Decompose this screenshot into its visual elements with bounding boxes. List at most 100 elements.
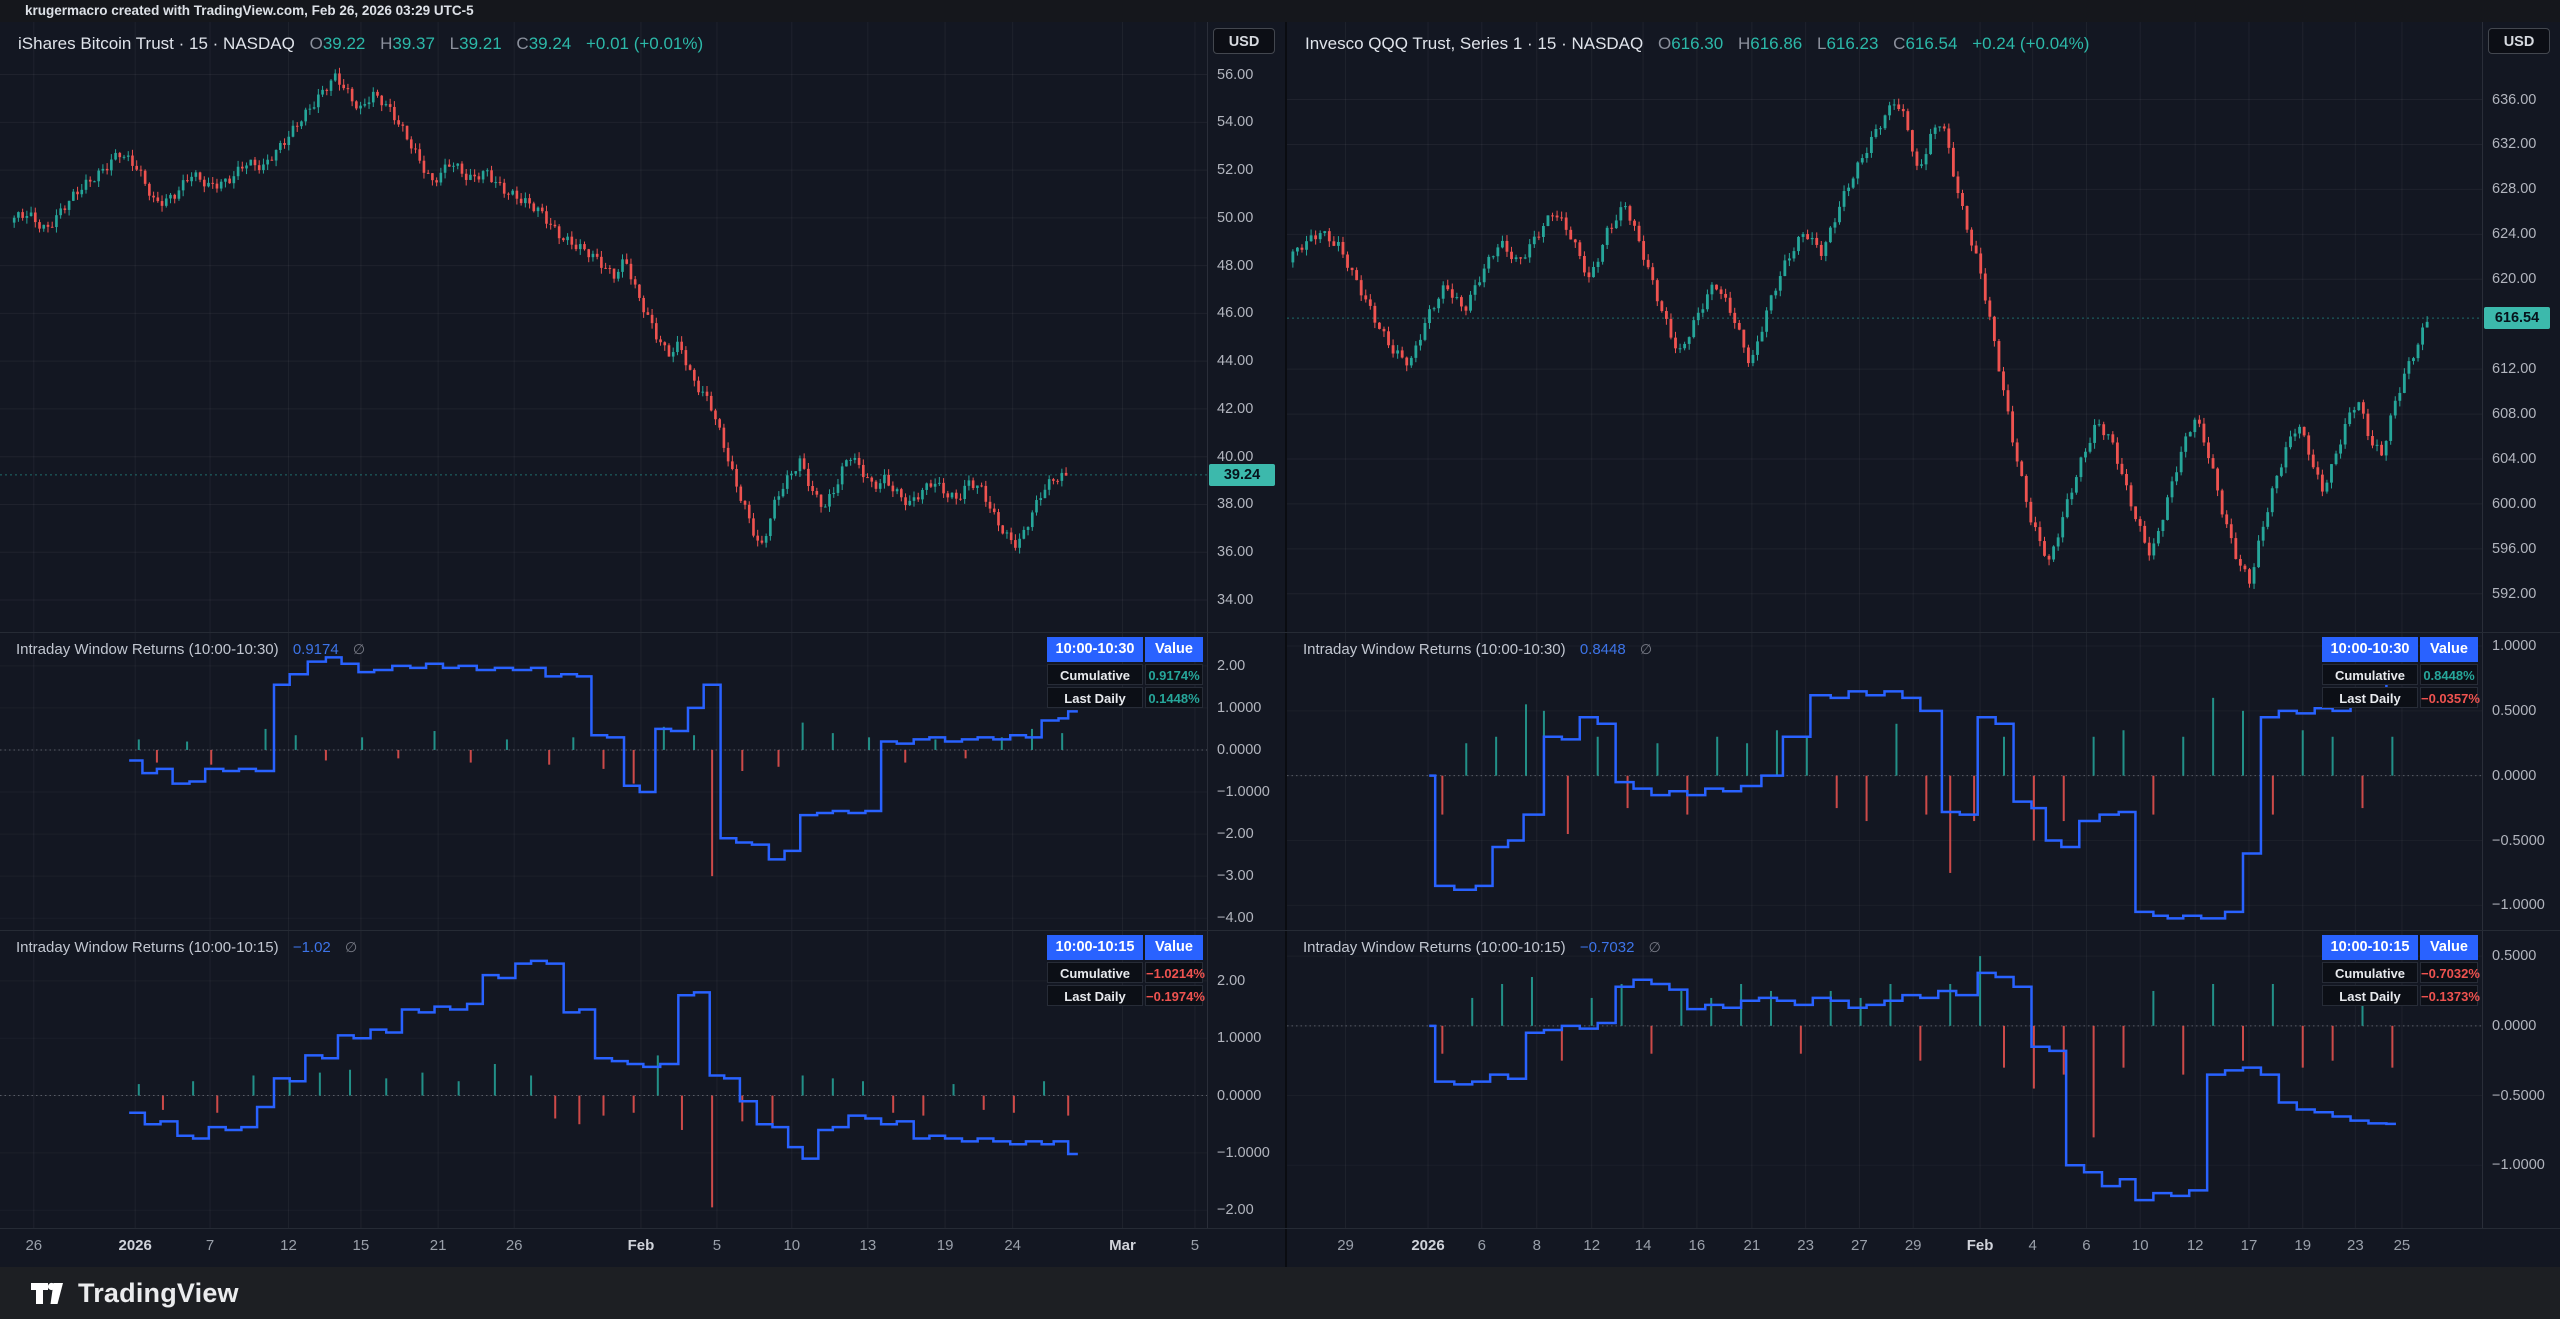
time-tick-label: 19 (2294, 1237, 2312, 1254)
time-tick-label: 10 (783, 1237, 801, 1254)
price-tick-label: 612.00 (2492, 361, 2537, 378)
price-tick-label: 592.00 (2492, 585, 2537, 602)
indicator-tick-label: −1.0000 (2492, 897, 2545, 914)
indicator-pane-1015[interactable]: Intraday Window Returns (10:00-10:15) −1… (0, 931, 1207, 1228)
indicator-tick-label: −4.00 (1217, 910, 1254, 927)
empty-set-icon[interactable]: ∅ (1648, 939, 1661, 955)
indicator-title[interactable]: Intraday Window Returns (10:00-10:15) (1303, 939, 1566, 956)
time-tick-label: 2026 (118, 1237, 152, 1254)
indicator-chart[interactable] (0, 931, 1207, 1228)
indicator-pane-1030[interactable]: Intraday Window Returns (10:00-10:30) 0.… (0, 633, 1207, 930)
time-tick-label: 13 (859, 1237, 877, 1254)
time-tick-label: 5 (1190, 1237, 1200, 1254)
ohlc-close-label: C (516, 34, 529, 53)
table-header-value: Value (1145, 637, 1203, 662)
symbol-title[interactable]: Invesco QQQ Trust, Series 1 (1305, 34, 1523, 53)
table-row-value: −1.0214% (1145, 962, 1205, 983)
candlestick-chart[interactable] (0, 22, 1207, 632)
price-scale[interactable]: USD 39.24 56.00 54.00 52.00 50.00 48.00 46.00… (1207, 22, 1285, 1228)
indicator-tick-label: 2.00 (1217, 657, 1246, 674)
indicator-title[interactable]: Intraday Window Returns (10:00-10:30) (16, 641, 279, 658)
time-tick-label: 25 (2393, 1237, 2411, 1254)
indicator-header[interactable]: Intraday Window Returns (10:00-10:30) 0.… (16, 641, 365, 658)
indicator-chart[interactable] (0, 633, 1207, 930)
time-tick-label: 16 (1688, 1237, 1706, 1254)
indicator-title[interactable]: Intraday Window Returns (10:00-10:15) (16, 939, 279, 956)
indicator-pane-1030[interactable]: Intraday Window Returns (10:00-10:30) 0.… (1287, 633, 2482, 930)
ohlc-high-value: 616.86 (1750, 34, 1803, 53)
price-tick-label: 624.00 (2492, 226, 2537, 243)
symbol-title[interactable]: iShares Bitcoin Trust (18, 34, 174, 53)
ohlc-low-label: L (449, 34, 460, 53)
indicator-tick-label: 1.0000 (1217, 1030, 1262, 1047)
table-row-value: −0.1373% (2420, 985, 2480, 1006)
time-tick-label: 12 (2186, 1237, 2204, 1254)
brand-footer: TradingView (0, 1267, 2560, 1319)
price-tick-label: 46.00 (1217, 305, 1254, 322)
pane-separator[interactable] (0, 632, 2560, 633)
cumulative-step-line (1429, 664, 2396, 920)
indicator-pane-1015[interactable]: Intraday Window Returns (10:00-10:15) −0… (1287, 931, 2482, 1228)
indicator-chart[interactable] (1287, 633, 2482, 930)
indicator-chart[interactable] (1287, 931, 2482, 1228)
indicator-value: −0.7032 (1579, 939, 1635, 956)
table-header-window: 10:00-10:30 (2322, 637, 2418, 662)
daily-spikes (137, 1055, 1070, 1208)
symbol-header[interactable]: Invesco QQQ Trust, Series 1 · 15 · NASDA… (1305, 34, 2089, 54)
indicator-header[interactable]: Intraday Window Returns (10:00-10:15) −1… (16, 939, 357, 956)
time-tick-label: 8 (1532, 1237, 1541, 1254)
tradingview-logo-icon (31, 1282, 63, 1304)
indicator-tick-label: 0.5000 (2492, 702, 2537, 719)
time-scale[interactable]: 26 2026 7 12 15 21 26 Feb 5 10 13 19 24 Mar 5 (0, 1228, 1207, 1267)
price-pane-ibit[interactable]: iShares Bitcoin Trust · 15 · NASDAQ O39.… (0, 22, 1207, 632)
time-tick-label: 29 (1904, 1237, 1922, 1254)
ohlc-high-value: 39.37 (392, 34, 435, 53)
price-tick-label: 628.00 (2492, 181, 2537, 198)
cumulative-step-line (129, 959, 1078, 1160)
price-tick-label: 38.00 (1217, 496, 1254, 513)
indicator-header[interactable]: Intraday Window Returns (10:00-10:15) −0… (1303, 939, 1661, 956)
currency-button[interactable]: USD (1213, 28, 1275, 54)
indicator-table: 10:00-10:15 Value Cumulative −0.7032% La… (2322, 935, 2480, 1006)
grid (1345, 931, 2403, 1228)
candlestick-chart[interactable] (1287, 22, 2482, 632)
table-row-label: Cumulative (2322, 962, 2418, 983)
empty-set-icon[interactable]: ∅ (352, 641, 366, 657)
pane-separator[interactable] (0, 930, 2560, 931)
indicator-tick-label: −0.5000 (2492, 832, 2545, 849)
price-pane-qqq[interactable]: Invesco QQQ Trust, Series 1 · 15 · NASDA… (1287, 22, 2482, 632)
price-tick-label: 636.00 (2492, 91, 2537, 108)
symbol-meta: · 15 · NASDAQ (1527, 34, 1644, 53)
time-tick-label: 23 (1797, 1237, 1814, 1254)
table-row-value: 0.8448% (2420, 664, 2478, 685)
indicator-tick-label: 1.0000 (2492, 637, 2537, 654)
indicator-header[interactable]: Intraday Window Returns (10:00-10:30) 0.… (1303, 641, 1652, 658)
attribution-text: krugermacro created with TradingView.com… (25, 3, 474, 18)
daily-spikes (1441, 697, 2394, 873)
price-tick-label: 600.00 (2492, 495, 2537, 512)
time-scale[interactable]: 29 2026 6 8 12 14 16 21 23 27 29 Feb 4 6 10 12 17 19 23 25 (1287, 1228, 2482, 1267)
price-tick-label: 42.00 (1217, 400, 1254, 417)
cumulative-step-line (129, 656, 1078, 861)
indicator-tick-label: −1.0000 (2492, 1157, 2545, 1174)
time-tick-label: 7 (205, 1237, 215, 1254)
currency-button[interactable]: USD (2488, 28, 2550, 54)
ohlc-open-label: O (309, 34, 323, 53)
daily-spikes (137, 722, 1064, 877)
indicator-tick-label: 0.5000 (2492, 948, 2537, 965)
time-tick-label: Feb (627, 1237, 655, 1254)
table-header-value: Value (1145, 935, 1203, 960)
price-tick-label: 56.00 (1217, 66, 1254, 83)
table-row-value: −0.7032% (2420, 962, 2480, 983)
time-tick-label: 23 (2346, 1237, 2364, 1254)
table-row-label: Cumulative (2322, 664, 2418, 685)
cumulative-step-line (1429, 971, 2396, 1202)
empty-set-icon[interactable]: ∅ (344, 939, 358, 955)
price-scale[interactable]: USD 616.54 636.00 632.00 628.00 624.00 620.0… (2482, 22, 2560, 1228)
indicator-title[interactable]: Intraday Window Returns (10:00-10:30) (1303, 641, 1566, 658)
empty-set-icon[interactable]: ∅ (1639, 641, 1653, 657)
time-tick-label: Mar (1109, 1237, 1136, 1254)
symbol-header[interactable]: iShares Bitcoin Trust · 15 · NASDAQ O39.… (18, 34, 703, 54)
ohlc-low-value: 616.23 (1826, 34, 1879, 53)
ohlc-high-label: H (380, 34, 393, 53)
